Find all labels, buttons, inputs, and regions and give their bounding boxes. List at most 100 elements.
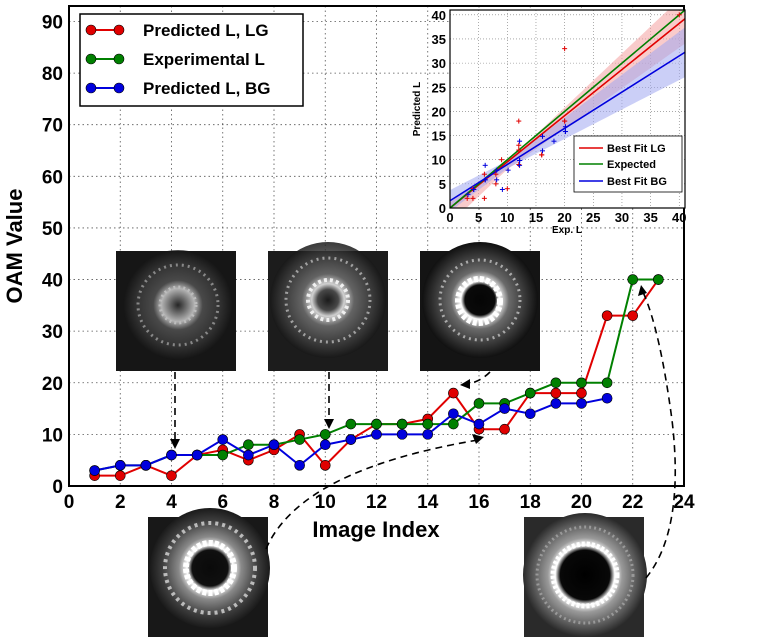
legend-label-bg: Predicted L, BG <box>143 79 271 98</box>
series-point-2 <box>473 418 485 430</box>
series-point-0 <box>499 423 510 435</box>
inset-y-tick-label: 15 <box>432 129 446 144</box>
series-point-2 <box>243 449 254 461</box>
series-point-2 <box>448 408 459 420</box>
inset-point-lg <box>481 195 487 201</box>
inset-y-tick-label: 0 <box>439 201 446 216</box>
y-tick-label: 90 <box>42 12 63 33</box>
series-point-2 <box>191 449 203 461</box>
inset-point-bg <box>494 167 500 173</box>
inset-point-lg <box>516 147 522 153</box>
main-x-tick-labels: 0 2 4 6 8 10 12 14 16 18 20 22 24 <box>64 492 695 513</box>
beam-image-4 <box>148 508 270 637</box>
series-point-2 <box>524 408 536 420</box>
legend-marker-lg <box>85 24 97 36</box>
inset-point-bg <box>551 138 557 144</box>
x-tick-label: 14 <box>417 492 439 513</box>
series-point-1 <box>524 387 536 399</box>
inset-frame <box>449 9 686 209</box>
beam-image-1 <box>116 250 236 371</box>
inset-y-axis-label: Predicted L <box>412 82 423 136</box>
inset-x-tick-label: 0 <box>446 210 453 225</box>
inset-legend-label-lg: Best Fit LG <box>607 143 666 155</box>
series-point-1 <box>345 418 357 430</box>
inset-y-tick-label: 20 <box>432 104 446 119</box>
x-tick-label: 22 <box>622 492 643 513</box>
inset-legend: Best Fit LG Expected Best Fit BG <box>573 135 683 193</box>
inset-point-bg <box>494 177 500 183</box>
series-point-2 <box>601 392 613 404</box>
series-point-1 <box>576 377 587 389</box>
series-point-0 <box>166 470 177 481</box>
main-series <box>89 274 664 481</box>
beam-image-2 <box>268 242 388 371</box>
inset-point-lg <box>464 195 470 201</box>
main-x-axis-label: Image Index <box>312 517 440 542</box>
series-point-0 <box>576 387 587 399</box>
inset-point-lg <box>676 12 682 18</box>
inset-point-lg <box>493 171 499 177</box>
series-point-2 <box>217 434 229 445</box>
main-y-tick-labels: 0 10 20 30 40 50 60 70 80 90 <box>42 12 63 498</box>
y-tick-label: 50 <box>42 219 63 240</box>
inset-x-axis-label: Exp. L <box>552 225 582 236</box>
inset-point-lg <box>504 186 510 192</box>
inset-legend-label-bg: Best Fit BG <box>607 176 667 188</box>
y-tick-label: 10 <box>42 425 63 446</box>
inset-legend-label-expected: Expected <box>607 159 656 171</box>
x-tick-label: 20 <box>571 492 592 513</box>
series-point-1 <box>550 377 562 389</box>
inset-y-tick-label: 10 <box>432 153 446 168</box>
main-y-axis-label: OAM Value <box>2 189 27 304</box>
series-point-1 <box>243 439 254 451</box>
legend-marker-bg <box>85 82 97 94</box>
series-point-2 <box>319 439 331 451</box>
inset-y-tick-labels: 0 5 10 15 20 25 30 35 40 <box>432 8 446 216</box>
inset-point-bg <box>471 186 477 192</box>
series-point-2 <box>345 434 357 445</box>
inset-fit-line-1 <box>449 9 686 209</box>
x-tick-label: 4 <box>166 492 177 513</box>
inset-x-tick-label: 30 <box>615 210 629 225</box>
inset-point-lg <box>516 142 522 148</box>
inset-x-tick-label: 20 <box>557 210 571 225</box>
series-point-1 <box>294 434 305 445</box>
series-point-1 <box>396 418 408 430</box>
inset-y-tick-label: 30 <box>432 56 446 71</box>
series-point-0 <box>627 310 639 321</box>
inset-point-bg <box>540 148 546 154</box>
series-point-2 <box>371 429 382 440</box>
inset-point-bg <box>465 191 471 197</box>
series-point-2 <box>140 460 152 471</box>
inset-point-lg <box>481 171 487 177</box>
x-tick-label: 0 <box>64 492 75 513</box>
inset-y-tick-label: 25 <box>432 80 446 95</box>
inset-y-tick-label: 40 <box>432 8 446 23</box>
inset-scatter-points <box>464 12 682 201</box>
series-point-1 <box>601 377 613 389</box>
series-point-0 <box>601 310 613 321</box>
legend-marker-exp <box>85 53 97 65</box>
series-point-1 <box>473 398 485 409</box>
y-tick-label: 0 <box>52 477 63 498</box>
inset-point-bg <box>482 162 488 168</box>
inset-y-tick-label: 35 <box>432 32 446 47</box>
series-point-0 <box>319 460 331 471</box>
series-point-1 <box>422 418 434 430</box>
series-point-0 <box>550 387 562 399</box>
series-point-2 <box>576 398 587 409</box>
series-point-2 <box>422 429 434 440</box>
legend-label-exp: Experimental L <box>143 50 265 69</box>
inset-x-tick-label: 5 <box>475 210 482 225</box>
x-tick-label: 16 <box>468 492 489 513</box>
inset-x-tick-labels: 0 5 10 15 20 25 30 35 40 <box>446 210 686 225</box>
inset-panel: 0 5 10 15 20 25 30 35 40 0 5 10 15 20 25 30 35 40 Exp. L… <box>412 8 687 236</box>
series-point-1 <box>217 449 229 461</box>
series-point-2 <box>89 465 100 476</box>
x-tick-label: 24 <box>673 492 695 513</box>
x-tick-label: 12 <box>366 492 387 513</box>
inset-point-bg <box>540 133 546 139</box>
series-point-2 <box>114 460 126 471</box>
inset-point-lg <box>516 118 522 124</box>
main-legend: Predicted L, LG Experimental L Predicted… <box>79 13 304 107</box>
